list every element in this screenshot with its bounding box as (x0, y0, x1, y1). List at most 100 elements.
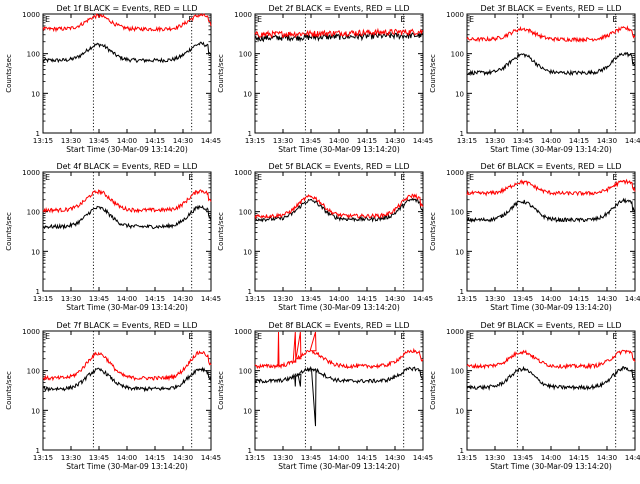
y-tick-label: 10 (455, 90, 464, 98)
x-tick-label: 14:30 (597, 137, 617, 145)
lld-series-line (466, 178, 636, 197)
events-series-line (466, 197, 636, 224)
x-tick-label: 13:15 (457, 454, 477, 462)
x-tick-label: 13:15 (245, 454, 265, 462)
y-axis-label: Counts/sec (429, 212, 437, 251)
chart-title: Det 4f BLACK = Events, RED = LLD (56, 162, 197, 171)
y-tick-label: 100 (239, 51, 252, 59)
event-marker-label: E (612, 332, 617, 341)
y-tick-label: 100 (451, 209, 464, 217)
y-tick-label: 10 (455, 248, 464, 256)
events-series-line (43, 366, 212, 393)
y-tick-label: 1 (36, 130, 40, 138)
y-tick-label: 1 (248, 447, 252, 455)
y-axis-label: Counts/sec (217, 54, 225, 93)
plot-frame (466, 171, 636, 292)
x-tick-label: 14:45 (625, 454, 640, 462)
y-tick-label: 10 (31, 90, 40, 98)
x-tick-label: 14:15 (357, 137, 377, 145)
x-axis-label: Start Time (30-Mar-09 13:14:20) (490, 145, 612, 154)
event-marker-label: E (188, 173, 193, 182)
x-tick-label: 14:45 (413, 295, 433, 303)
y-axis-label: Counts/sec (5, 54, 13, 93)
x-tick-label: 14:00 (117, 454, 137, 462)
y-tick-label: 1000 (446, 328, 464, 336)
event-marker-label: E (612, 173, 617, 182)
event-marker-label: E (469, 173, 474, 182)
x-axis-label: Start Time (30-Mar-09 13:14:20) (66, 303, 188, 312)
event-marker-label: E (45, 173, 50, 182)
y-tick-label: 100 (27, 209, 40, 217)
x-tick-label: 13:15 (33, 454, 53, 462)
y-tick-label: 10 (243, 90, 252, 98)
x-tick-label: 13:45 (513, 295, 533, 303)
y-tick-label: 1000 (446, 11, 464, 19)
x-tick-label: 14:00 (541, 295, 561, 303)
chart-panel-2: Det 2f BLACK = Events, RED = LLD Counts/s… (217, 4, 433, 154)
lld-series-line (42, 12, 212, 33)
x-tick-label: 14:45 (625, 295, 640, 303)
y-tick-label: 1000 (22, 328, 40, 336)
plot-frame (42, 171, 212, 292)
y-tick-label: 1000 (234, 169, 252, 177)
x-tick-label: 14:45 (413, 454, 433, 462)
y-tick-label: 1 (36, 447, 40, 455)
y-tick-label: 1 (36, 288, 40, 296)
chart-panel-9: Det 9f BLACK = Events, RED = LLD Counts/s… (429, 321, 640, 471)
x-tick-label: 14:00 (329, 454, 349, 462)
x-tick-label: 14:45 (413, 137, 433, 145)
chart-title: Det 6f BLACK = Events, RED = LLD (480, 162, 621, 171)
y-axis-label: Counts/sec (217, 212, 225, 251)
x-tick-label: 13:30 (273, 454, 293, 462)
x-tick-label: 14:15 (145, 137, 165, 145)
chart-title: Det 3f BLACK = Events, RED = LLD (480, 4, 621, 13)
event-marker-label: E (45, 332, 50, 341)
x-tick-label: 14:45 (201, 137, 221, 145)
y-tick-label: 1 (248, 130, 252, 138)
x-tick-label: 14:45 (201, 454, 221, 462)
y-tick-label: 100 (451, 51, 464, 59)
x-tick-label: 13:15 (457, 295, 477, 303)
x-tick-label: 14:15 (145, 295, 165, 303)
y-tick-label: 10 (243, 248, 252, 256)
x-axis-label: Start Time (30-Mar-09 13:14:20) (490, 303, 612, 312)
chart-panel-8: Det 8f BLACK = Events, RED = LLD Counts/s… (217, 321, 433, 471)
lld-series-line (254, 27, 424, 39)
lld-series-line (466, 25, 636, 43)
lld-series-line (254, 193, 424, 220)
event-marker-label: E (45, 15, 50, 24)
x-axis-label: Start Time (30-Mar-09 13:14:20) (66, 462, 188, 471)
plot-frame (466, 13, 636, 134)
x-tick-label: 14:00 (329, 295, 349, 303)
event-marker-label: E (257, 332, 262, 341)
y-tick-label: 100 (451, 368, 464, 376)
x-tick-label: 13:30 (273, 295, 293, 303)
chart-title: Det 2f BLACK = Events, RED = LLD (268, 4, 409, 13)
events-series-line (254, 365, 424, 427)
x-tick-label: 13:15 (457, 137, 477, 145)
x-tick-label: 14:15 (357, 295, 377, 303)
x-tick-label: 13:30 (485, 454, 505, 462)
y-tick-label: 100 (27, 368, 40, 376)
plot-frame (42, 330, 212, 451)
x-tick-label: 14:30 (597, 454, 617, 462)
x-tick-label: 13:45 (301, 137, 321, 145)
y-tick-label: 1 (460, 130, 464, 138)
x-tick-label: 14:30 (597, 295, 617, 303)
y-axis-label: Counts/sec (5, 212, 13, 251)
x-tick-label: 13:45 (513, 137, 533, 145)
x-tick-label: 13:30 (61, 295, 81, 303)
lld-series-line (42, 350, 212, 382)
plot-frame (254, 171, 424, 292)
y-tick-label: 100 (239, 209, 252, 217)
y-tick-label: 1 (460, 447, 464, 455)
x-tick-label: 13:15 (245, 137, 265, 145)
y-tick-label: 10 (455, 407, 464, 415)
y-axis-label: Counts/sec (217, 371, 225, 410)
events-series-line (466, 51, 636, 77)
x-tick-label: 14:45 (201, 295, 221, 303)
event-marker-label: E (257, 15, 262, 24)
y-tick-label: 1000 (234, 11, 252, 19)
y-axis-label: Counts/sec (5, 371, 13, 410)
